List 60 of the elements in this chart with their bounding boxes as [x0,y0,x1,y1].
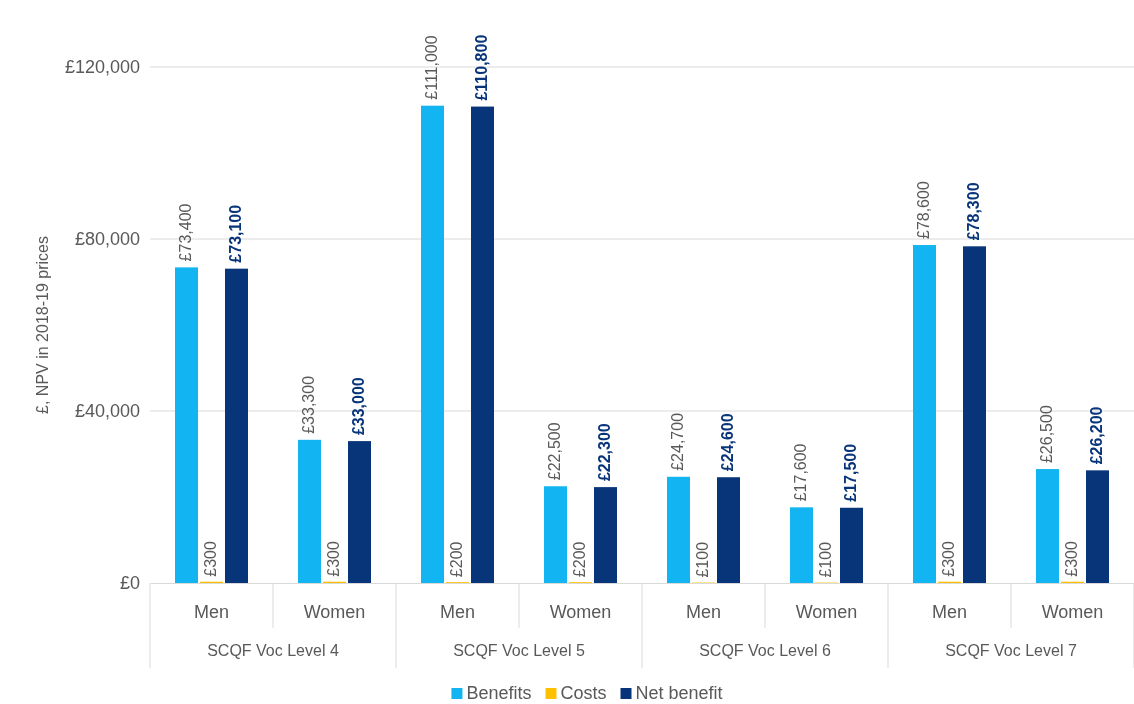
y-tick-label: £0 [119,573,140,594]
x-tick-label: Men [685,601,722,622]
bar [840,507,863,583]
bar [421,105,444,583]
y-tick-label: £80,000 [74,229,140,250]
x-tick-label: Women [795,601,858,622]
bar [298,439,321,583]
data-label: £22,300 [595,423,613,482]
data-label: £26,500 [1037,405,1055,464]
bar [790,507,813,583]
bar [594,487,617,583]
data-label: £73,400 [176,203,194,262]
data-label: £22,500 [545,422,563,481]
data-label: £17,600 [791,443,809,502]
y-axis-title: £, NPV in 2018-19 prices [34,236,51,414]
bar [1036,469,1059,583]
bar [544,486,567,583]
text: SCQF Voc Level 5 [453,642,585,659]
data-label: £24,700 [668,412,686,471]
legend-label: Net benefit [635,682,723,703]
bar [717,477,740,583]
data-label: £33,300 [299,375,317,434]
data-label: £110,800 [472,34,490,101]
data-label: £100 [693,541,711,578]
data-label: £78,600 [914,181,932,240]
data-label: £200 [447,541,465,578]
data-label: £300 [939,541,957,577]
y-tick-label: £40,000 [74,401,140,422]
data-label: £100 [816,541,834,578]
x-tick-label: Men [931,601,968,622]
data-label: £24,600 [718,413,736,472]
bar [175,267,198,583]
text: SCQF Voc Level 6 [699,642,831,659]
x-tick-label: Men [439,601,476,622]
data-label: £300 [324,541,342,577]
data-label: £78,300 [964,182,982,241]
data-label: £200 [570,541,588,578]
text: SCQF Voc Level 7 [945,642,1077,659]
bar [225,268,248,583]
bar [348,441,371,583]
y-tick-label: £120,000 [64,57,140,78]
data-label: £300 [201,541,219,577]
bar [667,476,690,583]
data-label: £111,000 [422,35,440,100]
legend-label: Costs [560,682,607,703]
data-label: £33,000 [349,377,367,436]
bar [963,246,986,583]
x-tick-label: Women [303,601,366,622]
text: SCQF Voc Level 4 [207,642,339,659]
x-tick-label: Women [549,601,612,622]
data-label: £26,200 [1087,406,1105,465]
bar [471,106,494,583]
bar [913,245,936,583]
x-tick-label: Women [1041,601,1104,622]
data-label: £17,500 [841,443,859,502]
data-label: £300 [1062,541,1080,577]
x-tick-label: Men [193,601,230,622]
legend-label: Benefits [466,682,532,703]
data-label: £73,100 [226,204,244,263]
bar [1086,470,1109,583]
